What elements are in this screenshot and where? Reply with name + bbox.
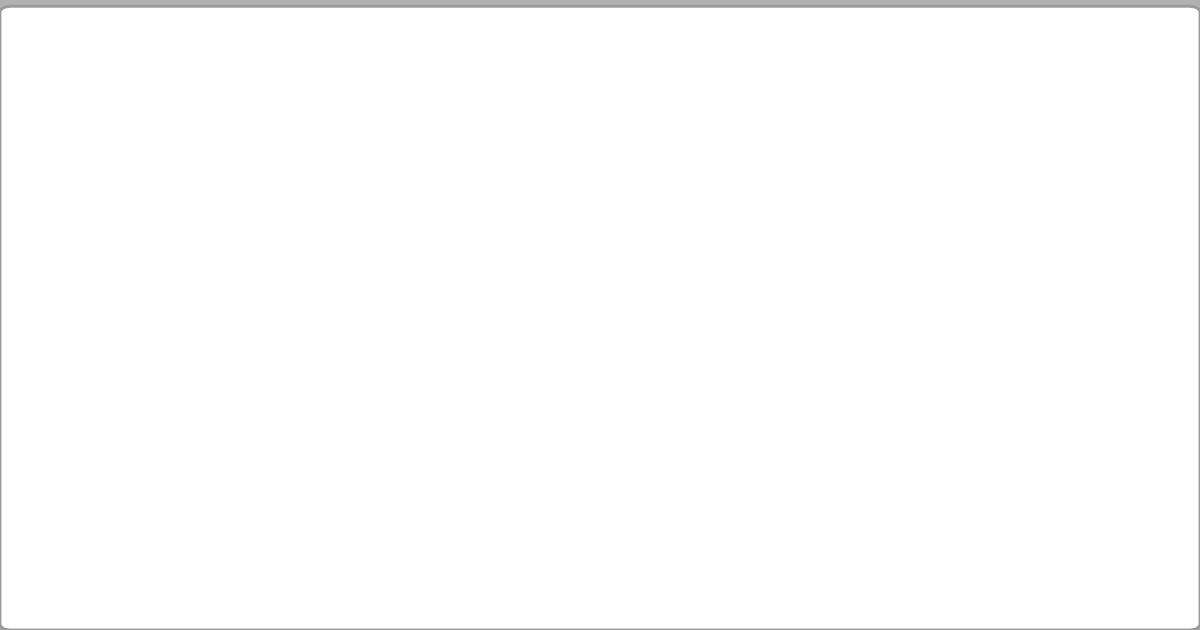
Circle shape: [642, 348, 678, 367]
Text: WOKWi: WOKWi: [997, 561, 1115, 598]
Bar: [444, 315, 540, 391]
Text: wokwi-relay-demo.ino: wokwi-relay-demo.ino: [48, 41, 415, 72]
Text: ARDUINO: ARDUINO: [744, 444, 778, 450]
Bar: [714, 449, 858, 501]
Bar: [358, 404, 372, 408]
Text: UNO: UNO: [803, 408, 841, 423]
Text: delay(500);: delay(500);: [60, 435, 245, 459]
Bar: [516, 490, 530, 493]
Bar: [516, 505, 530, 509]
Bar: [636, 539, 972, 551]
Text: TX
RX: TX RX: [636, 393, 643, 404]
Bar: [636, 315, 972, 324]
Bar: [516, 436, 530, 440]
Bar: [372, 391, 516, 454]
Bar: [358, 335, 372, 339]
Bar: [540, 374, 554, 377]
Circle shape: [506, 329, 526, 339]
Text: digitalWrite(5, LOW);: digitalWrite(5, LOW);: [60, 321, 388, 345]
Circle shape: [506, 367, 526, 377]
Circle shape: [506, 348, 526, 358]
Bar: [358, 474, 372, 478]
Circle shape: [458, 329, 478, 339]
Bar: [610, 327, 640, 351]
Text: }: }: [60, 472, 74, 496]
Circle shape: [713, 398, 809, 448]
Bar: [36, 32, 492, 101]
Bar: [378, 472, 457, 517]
Bar: [516, 351, 530, 355]
Bar: [372, 460, 516, 523]
Bar: [877, 536, 881, 551]
Circle shape: [482, 348, 502, 358]
Bar: [540, 343, 554, 347]
Bar: [358, 420, 372, 424]
Bar: [624, 315, 984, 554]
Text: KS2E-M-DC5: KS2E-M-DC5: [773, 448, 811, 453]
Text: void loop() {: void loop() {: [60, 284, 245, 307]
Circle shape: [758, 455, 802, 478]
Text: digitalWrite(5, HIGH);: digitalWrite(5, HIGH);: [60, 397, 402, 421]
Bar: [540, 328, 554, 332]
Text: pinMode(5, OUTPUT);: pinMode(5, OUTPUT);: [60, 158, 359, 181]
Circle shape: [690, 463, 750, 495]
Bar: [358, 436, 372, 440]
Circle shape: [458, 367, 478, 377]
Text: Relay
Module: Relay Module: [404, 347, 431, 358]
Text: void setup() {: void setup() {: [60, 120, 259, 144]
Text: Relay
Module: Relay Module: [404, 416, 431, 428]
Bar: [516, 474, 530, 478]
Bar: [378, 334, 457, 378]
Bar: [378, 403, 457, 447]
Text: delay(500);: delay(500);: [60, 359, 245, 383]
Circle shape: [482, 367, 502, 377]
Bar: [848, 536, 852, 551]
Bar: [516, 367, 530, 370]
Text: 𝕎𝕆𝕂𝕎𝕚: 𝕎𝕆𝕂𝕎𝕚: [982, 563, 1130, 597]
Text: Relay
Module: Relay Module: [404, 486, 431, 497]
Bar: [516, 420, 530, 424]
Bar: [358, 490, 372, 493]
Text: ∞: ∞: [752, 413, 769, 432]
Bar: [358, 351, 372, 355]
Bar: [594, 358, 630, 387]
Circle shape: [698, 467, 742, 490]
Circle shape: [458, 348, 478, 358]
Circle shape: [482, 329, 502, 339]
Bar: [854, 513, 874, 523]
Text: }: }: [60, 195, 74, 219]
Bar: [516, 335, 530, 339]
Bar: [372, 321, 516, 384]
Bar: [744, 428, 840, 472]
Bar: [358, 367, 372, 370]
Bar: [358, 505, 372, 509]
Bar: [540, 358, 554, 362]
Bar: [516, 404, 530, 408]
Bar: [846, 520, 882, 536]
